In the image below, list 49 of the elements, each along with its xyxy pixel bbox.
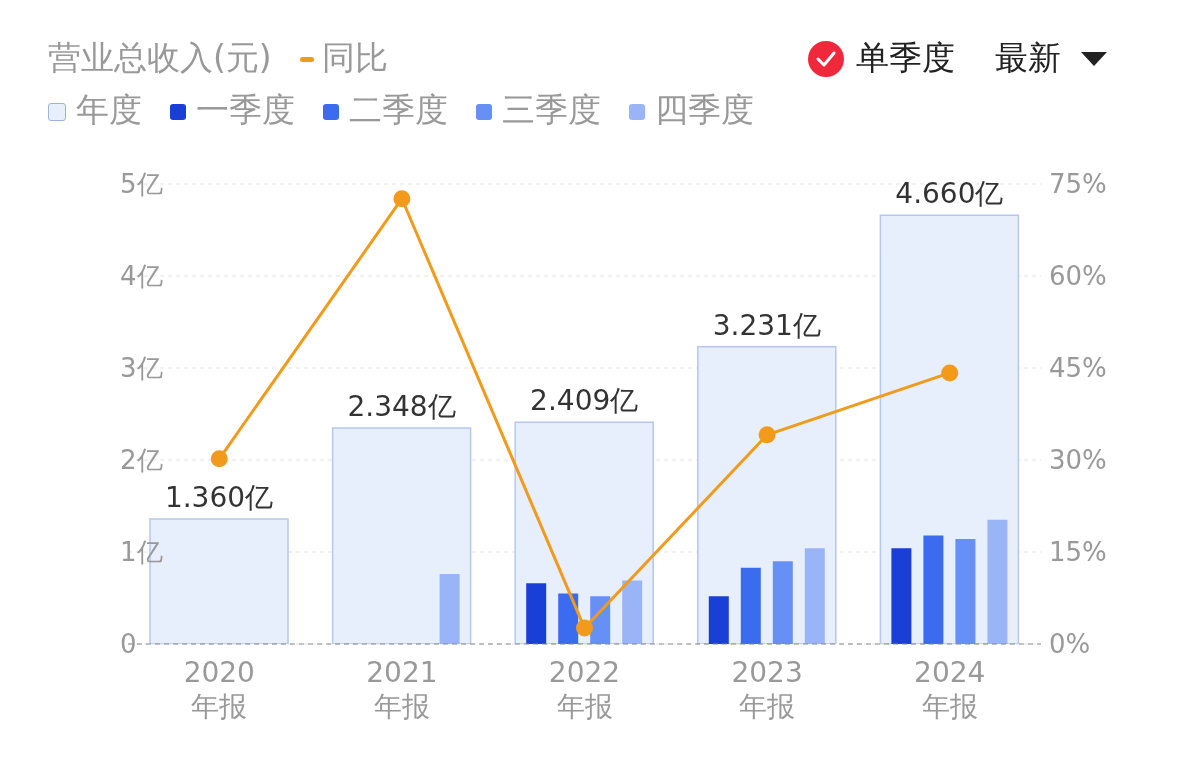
y2-tick-label: 15%: [1049, 537, 1107, 567]
point: [941, 364, 959, 382]
y2-tick-label: 30%: [1049, 445, 1107, 475]
bar: [622, 580, 643, 644]
legend-label: 三季度: [502, 90, 601, 129]
y-tick-label: 4亿: [120, 261, 163, 291]
y-tick-label: 5亿: [120, 169, 163, 199]
y2-tick-label: 0%: [1049, 629, 1091, 659]
bar: [987, 519, 1008, 644]
y2-tick-label: 45%: [1049, 353, 1107, 383]
y-tick-label: 2亿: [120, 445, 163, 475]
legend-label: 同比: [321, 38, 388, 77]
text: 单季度: [856, 37, 955, 79]
data-label: 2.409亿: [530, 384, 639, 418]
bar: [526, 583, 547, 644]
x-tick-label: 2023 年报: [731, 656, 803, 723]
bar: [955, 539, 976, 644]
data-label: 1.360亿: [164, 480, 274, 514]
y-tick-label: 0: [120, 629, 137, 659]
x-tick-label: 2024 年报: [914, 656, 986, 723]
legend-label: 四季度: [655, 90, 754, 129]
y-tick-label: 1亿: [120, 537, 163, 567]
legend-label: 二季度: [349, 90, 448, 129]
data-label: 2.348亿: [347, 389, 456, 423]
bar: [772, 561, 793, 644]
text: 最新: [995, 37, 1061, 79]
bar: [891, 548, 912, 644]
bar: [923, 535, 944, 644]
chart-title: 营业总收入(元): [48, 38, 272, 77]
data-label: 4.660亿: [895, 177, 1004, 211]
bar: [740, 567, 761, 644]
bar: [804, 548, 825, 644]
bar: [439, 574, 460, 644]
x-tick-label: 2021 年报: [366, 656, 438, 723]
point: [393, 190, 411, 208]
bar: [708, 596, 729, 644]
bar: [558, 593, 579, 644]
x-tick-label: 2020 年报: [183, 656, 255, 723]
y-tick-label: 3亿: [120, 353, 163, 383]
point: [576, 619, 593, 637]
y2-tick-label: 60%: [1049, 261, 1107, 291]
point: [758, 426, 776, 444]
bar: [331, 427, 472, 644]
x-tick-label: 2022 年报: [548, 656, 621, 723]
point: [210, 450, 228, 468]
legend-label: 一季度: [196, 90, 295, 129]
y2-tick-label: 75%: [1049, 169, 1107, 199]
legend-label: 年度: [76, 90, 142, 129]
data-label: 3.231亿: [712, 308, 821, 342]
